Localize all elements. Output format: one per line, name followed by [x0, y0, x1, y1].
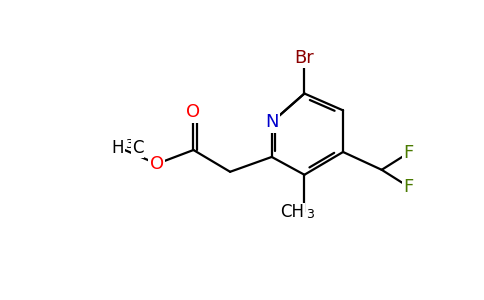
Text: O: O — [186, 103, 200, 122]
Text: 3: 3 — [125, 138, 133, 151]
Text: F: F — [403, 178, 413, 196]
Text: N: N — [265, 113, 278, 131]
Text: CH: CH — [280, 203, 304, 221]
Text: Br: Br — [295, 49, 314, 67]
Text: F: F — [403, 144, 413, 162]
Text: 3: 3 — [306, 208, 314, 221]
Text: C: C — [132, 139, 144, 157]
Text: H: H — [112, 139, 124, 157]
Text: O: O — [150, 155, 164, 173]
